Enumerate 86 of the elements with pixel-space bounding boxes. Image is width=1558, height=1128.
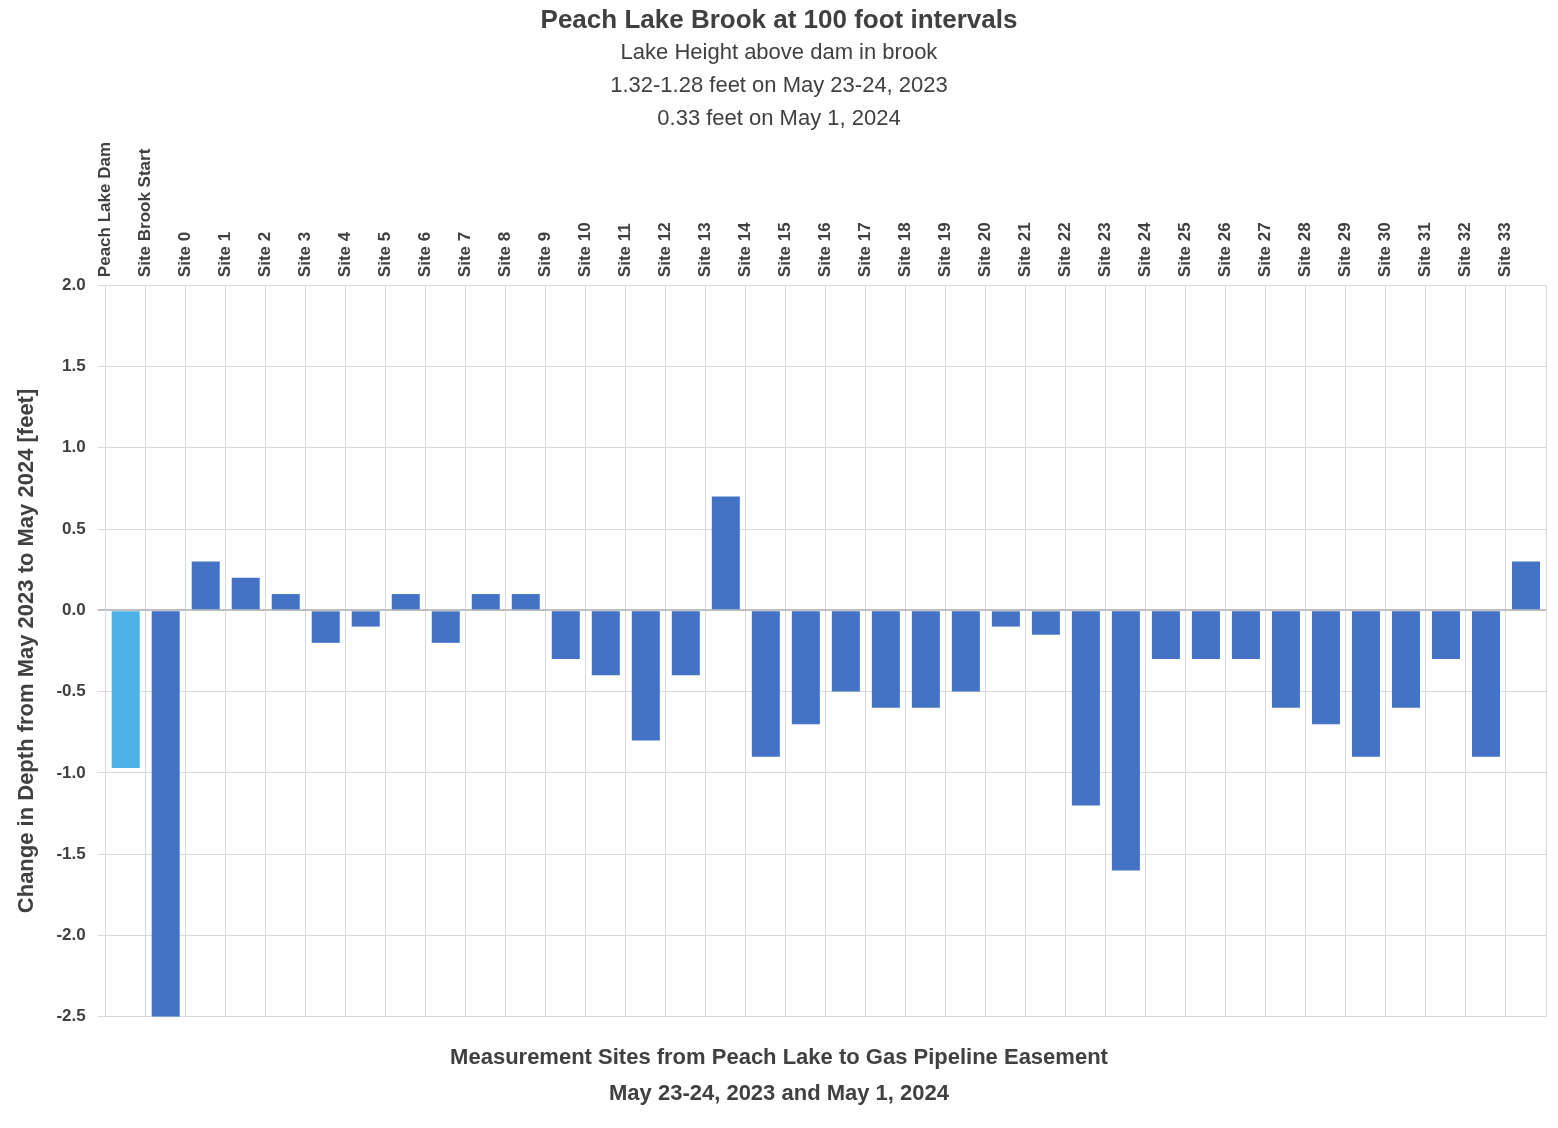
- x-tick-label: Site 7: [455, 231, 475, 278]
- bar: [831, 611, 860, 692]
- x-tick-label: Site 12: [655, 222, 675, 278]
- chart-title: Peach Lake Brook at 100 foot intervals: [539, 4, 1019, 35]
- bar: [871, 611, 900, 708]
- x-tick-label: Site 29: [1335, 222, 1355, 278]
- x-tick-label: Site 8: [495, 231, 515, 278]
- x-tick-label: Site 22: [1055, 222, 1075, 278]
- bar: [711, 496, 740, 610]
- bar: [471, 594, 500, 610]
- x-tick-label: Site 5: [375, 231, 395, 278]
- bar: [191, 561, 220, 610]
- y-tick-label: -1.5: [56, 843, 86, 863]
- x-tick-label: Site Brook Start: [134, 148, 154, 278]
- x-tick-label: Site 3: [295, 231, 315, 278]
- bar: [1191, 611, 1220, 660]
- x-tick-label: Peach Lake Dam: [94, 141, 114, 278]
- bar: [951, 611, 980, 692]
- x-tick-label: Site 6: [415, 231, 435, 278]
- bar: [551, 611, 580, 660]
- y-tick-label: 1.0: [62, 437, 86, 457]
- x-tick-label: Site 0: [175, 231, 194, 278]
- x-tick-label: Site 32: [1455, 222, 1475, 278]
- x-tick-label: Site 27: [1255, 222, 1275, 278]
- bar: [1431, 611, 1460, 660]
- x-tick-label: Site 9: [535, 231, 555, 278]
- y-tick-label: 2.0: [62, 274, 86, 294]
- x-axis-title: Measurement Sites from Peach Lake to Gas Pipeline Easement May 23-24, 2023 and May 1, 2024: [449, 1043, 1109, 1107]
- bar: [111, 611, 140, 769]
- y-tick-label: -1.0: [56, 762, 86, 782]
- bar: [631, 611, 660, 741]
- x-tick-label: Site 18: [895, 222, 915, 278]
- x-tick-label: Site 31: [1415, 222, 1435, 278]
- bar: [231, 577, 260, 610]
- x-tick-label: Site 11: [615, 223, 635, 278]
- bar: [1351, 611, 1380, 757]
- bar: [671, 611, 700, 676]
- chart-subtitle: Lake Height above dam in brook 1.32-1.28 feet on May 23-24, 2023 0.33 feet on May 1, 2024: [609, 38, 949, 132]
- x-tick-label: Site 24: [1135, 221, 1155, 278]
- bar: [271, 594, 300, 610]
- bar: [1511, 561, 1540, 610]
- x-tick-label: Site 23: [1095, 222, 1115, 278]
- bar: [1311, 611, 1340, 725]
- x-tick-label: Site 26: [1215, 222, 1235, 278]
- x-tick-label: Site 16: [815, 222, 835, 278]
- y-tick-label: -2.0: [56, 925, 86, 945]
- x-tick-label: Site 28: [1295, 222, 1315, 278]
- y-axis-title: Change in Depth from May 2023 to May 2024 [feet]: [13, 388, 39, 914]
- bar: [1271, 611, 1300, 708]
- bar: [431, 611, 460, 643]
- y-tick-label: 1.5: [62, 356, 86, 376]
- x-tick-label: Site 2: [255, 231, 275, 278]
- x-tick-label: Site 13: [695, 222, 715, 278]
- x-tick-label: Site 4: [335, 231, 355, 278]
- bar: [1151, 611, 1180, 660]
- x-tick-label: Site 20: [975, 222, 995, 278]
- bar: [351, 611, 380, 627]
- bar: [311, 611, 340, 643]
- bar: [751, 611, 780, 757]
- bar: [151, 611, 180, 1017]
- x-tick-label: Site 33: [1495, 222, 1515, 278]
- y-tick-label: -0.5: [56, 681, 86, 701]
- bar: [791, 611, 820, 725]
- bar: [391, 594, 420, 610]
- x-tick-label: Site 10: [575, 222, 595, 278]
- y-tick-label: 0.5: [62, 518, 86, 538]
- bar: [1071, 611, 1100, 806]
- x-tick-label: Site 25: [1175, 222, 1195, 278]
- x-tick-label: Site 1: [215, 231, 235, 278]
- x-tick-label: Site 17: [855, 222, 875, 278]
- bar: [1031, 611, 1060, 635]
- x-tick-label: Site 21: [1015, 222, 1035, 278]
- bar: [591, 611, 620, 676]
- bar: [1471, 611, 1500, 757]
- bar: [1391, 611, 1420, 708]
- bar: [1111, 611, 1140, 871]
- x-tick-label: Site 14: [735, 221, 755, 278]
- bar: [991, 611, 1020, 627]
- bar: [1231, 611, 1260, 660]
- x-tick-label: Site 19: [935, 222, 955, 278]
- y-tick-label: 0.0: [62, 600, 86, 619]
- bar: [911, 611, 940, 708]
- bar: [511, 594, 540, 610]
- y-tick-label: -2.5: [56, 1006, 86, 1026]
- x-tick-label: Site 30: [1375, 222, 1395, 278]
- x-tick-label: Site 15: [775, 222, 795, 278]
